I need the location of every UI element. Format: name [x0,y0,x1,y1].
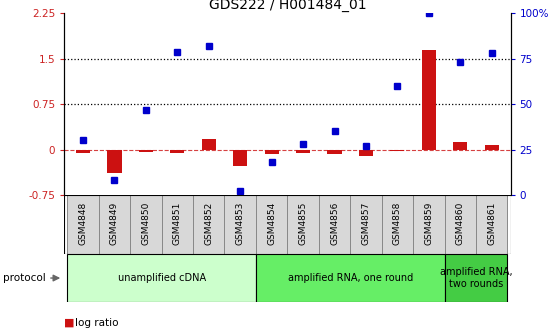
Bar [68,195,99,254]
Bar [201,139,216,150]
Text: unamplified cDNA: unamplified cDNA [118,273,206,283]
Bar [350,195,382,254]
Text: GSM4856: GSM4856 [330,201,339,245]
Bar [139,150,153,152]
Text: GSM4849: GSM4849 [110,202,119,245]
Bar [76,150,90,153]
Bar [319,195,350,254]
Text: GSM4859: GSM4859 [424,201,434,245]
Text: GSM4855: GSM4855 [299,201,307,245]
Bar [256,254,445,302]
Text: GSM4851: GSM4851 [173,201,182,245]
Text: GSM4861: GSM4861 [487,201,496,245]
Title: GDS222 / H001484_01: GDS222 / H001484_01 [209,0,366,12]
Bar [445,195,476,254]
Text: amplified RNA,
two rounds: amplified RNA, two rounds [440,267,512,289]
Bar [453,142,468,150]
Bar [107,150,122,172]
Bar [224,195,256,254]
Text: GSM4853: GSM4853 [235,201,245,245]
Bar [296,150,310,153]
Bar [359,150,373,156]
Bar [391,150,405,151]
Text: amplified RNA, one round: amplified RNA, one round [287,273,413,283]
Bar [233,150,247,166]
Bar [170,150,184,153]
Text: GSM4848: GSM4848 [79,202,88,245]
Text: log ratio: log ratio [75,318,119,328]
Bar [193,195,224,254]
Text: protocol: protocol [3,273,46,283]
Text: GSM4860: GSM4860 [456,201,465,245]
Text: ■: ■ [64,318,75,328]
Bar [413,195,445,254]
Text: GSM4857: GSM4857 [362,201,371,245]
Bar [162,195,193,254]
Text: GSM4854: GSM4854 [267,202,276,245]
Bar [256,195,287,254]
Bar [485,145,499,150]
Text: GSM4858: GSM4858 [393,201,402,245]
Bar [287,195,319,254]
Bar [328,150,341,154]
Text: GSM4850: GSM4850 [141,201,151,245]
Bar [476,195,507,254]
Bar [68,254,256,302]
Bar [445,254,507,302]
Bar [382,195,413,254]
Bar [130,195,162,254]
Bar [264,150,279,154]
Text: GSM4852: GSM4852 [204,202,213,245]
Bar [99,195,130,254]
Bar [422,50,436,150]
